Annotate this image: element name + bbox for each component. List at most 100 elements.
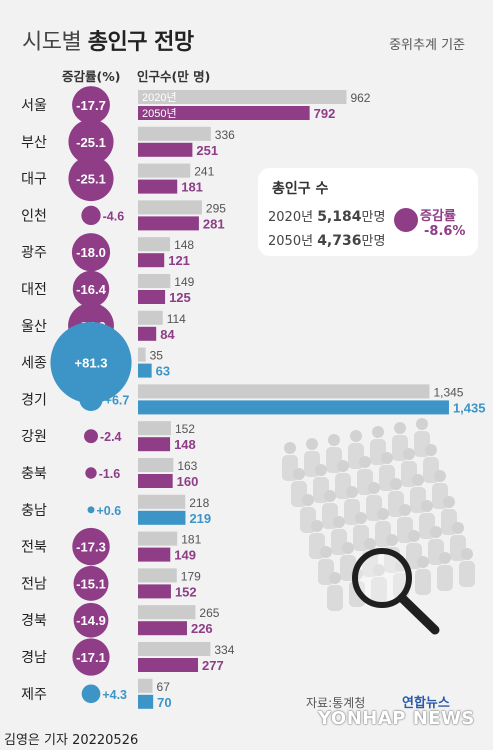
change-rate-label: -2.4 [100,430,122,444]
byline: 김영은 기자 20220526 [4,733,139,748]
bar-2050 [138,474,173,488]
bar-2020 [138,310,163,325]
change-rate-label: -17.1 [76,650,106,665]
value-label-2050: 281 [203,216,225,231]
person-head [333,516,345,528]
person-head [439,552,451,564]
bar-2050 [138,510,186,525]
summary-2020-value: 5,184 [317,209,362,225]
value-label-2050: 1,435 [453,400,486,415]
person-head [416,418,428,430]
change-rate-label: -16.4 [76,282,106,297]
change-rate-circle [87,506,95,514]
region-label: 제주 [21,686,47,702]
change-rate-label: +4.3 [102,688,127,702]
region-label: 부산 [21,134,47,150]
person-head [408,530,420,542]
change-rate-label: -17.7 [76,98,106,113]
change-rate-circle [79,387,103,412]
person-head [364,538,376,550]
person-head [328,434,340,446]
person-body [415,569,431,595]
person-head [452,522,464,534]
change-rate-label: -1.6 [99,467,121,481]
change-rate-label: +6.7 [105,393,130,407]
summary-2020-unit: 만명 [361,210,386,225]
person-head [443,496,455,508]
change-rate-circle [73,565,109,601]
person-head [430,526,442,538]
value-label-2050: 148 [174,437,196,452]
person-head [311,520,323,532]
region-label: 경남 [21,649,47,665]
value-label-2050: 63 [156,364,170,379]
bar-2050 [138,142,193,157]
summary-2050-value: 4,736 [317,233,362,249]
region-label: 경북 [21,612,47,628]
region-label: 경기 [21,391,47,407]
person-head [372,426,384,438]
summary-2050-label: 2050년 [268,234,314,249]
summary-rate-dot [394,208,418,232]
person-head [412,474,424,486]
value-label-2050: 277 [202,658,224,673]
value-label-2020: 334 [214,643,234,657]
total-population-box: 총인구 수 2020년 5,184만명 2050년 4,736만명 증감률 -8… [258,168,478,256]
person-head [342,542,354,554]
region-label: 인천 [21,207,47,223]
region-label: 울산 [21,318,47,334]
summary-2050-unit: 만명 [361,234,386,249]
change-rate-label: -17.3 [76,540,106,555]
bar-2020 [138,642,211,656]
region-label: 대구 [21,171,47,187]
column-header-population: 인구수(만 명) [137,69,211,84]
change-rate-circle [85,467,97,479]
bar-2020 [138,384,430,399]
change-rate-circle [81,684,101,704]
bar-2020 [138,531,178,546]
person-head [390,478,402,490]
yonhap-logo: 연합뉴스 [402,696,450,711]
region-label: 강원 [21,428,47,444]
change-rate-label: -15.1 [76,576,106,591]
bar-2050 [138,326,157,341]
person-head [306,438,318,450]
change-rate-circle [73,602,109,638]
bar-2020 [138,494,186,509]
value-label-2050: 251 [196,143,218,158]
change-rate-label: -4.6 [103,209,125,223]
summary-heading: 총인구 수 [272,181,329,197]
legend-2020: 2020년 [142,91,177,104]
person-head [350,430,362,442]
bar-2050 [138,363,152,378]
change-rate-label: -25.1 [76,135,106,150]
bar-2020 [138,421,171,436]
person-head [293,468,305,480]
value-label-2020: 35 [150,349,164,363]
bar-2050 [138,658,199,672]
summary-2020: 2020년 5,184만명 [268,206,385,225]
person-head [386,534,398,546]
title-main: 총인구 전망 [87,30,194,55]
people-magnifier-illustration [282,418,475,635]
person-head [355,512,367,524]
region-label: 충남 [21,502,47,518]
value-label-2020: 241 [194,165,214,179]
value-label-2020: 67 [157,680,171,694]
change-rate-circle [84,429,98,444]
bar-2050 [138,179,178,194]
person-head [320,546,332,558]
value-label-2020: 148 [174,238,194,252]
person-head [377,508,389,520]
change-rate-circle [72,527,110,566]
region-label: 서울 [21,97,47,113]
value-label-2050: 125 [169,290,191,305]
value-label-2020: 149 [174,275,194,289]
summary-2050: 2050년 4,736만명 [268,230,385,249]
source-note: 자료:통계청 [306,696,366,710]
person-head [394,422,406,434]
bar-2020 [138,200,202,215]
value-label-2020: 218 [189,496,209,510]
region-label: 광주 [21,244,47,260]
